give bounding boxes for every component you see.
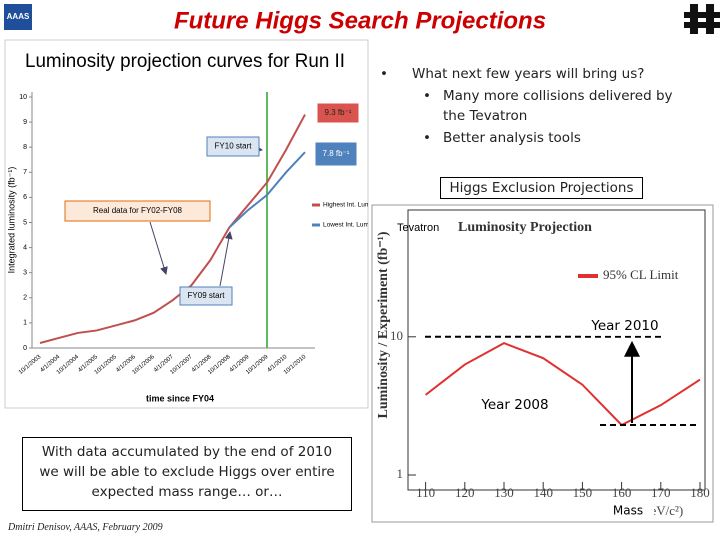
annotation-box [179, 286, 233, 306]
bullet-sub: Better analysis tools [443, 130, 581, 146]
y-axis-label: Integrated luminosity (fb⁻¹) [6, 167, 16, 274]
chart-2: Tevatron Luminosity Projection Luminosit… [376, 220, 710, 520]
fermilab-logo [684, 4, 720, 34]
chart-2-frame [371, 204, 714, 523]
legend-label: 95% CL Limit [603, 267, 679, 282]
y-axis-label: Luminosity / Experiment (fb⁻¹) [376, 231, 391, 418]
plot-frame [407, 209, 706, 491]
y-tick-label: 3 [23, 270, 27, 277]
arrow [149, 221, 168, 275]
series-line [228, 151, 306, 229]
y-tick-label: 6 [23, 194, 27, 201]
legend-label: Highest Int. Lum [323, 202, 370, 209]
arrow [219, 231, 233, 287]
y-tick-label: 10 [390, 328, 403, 343]
y-tick-label: 1 [397, 466, 404, 481]
aaas-logo [4, 4, 32, 30]
legend-label: Lowest Int. Lum [323, 222, 369, 229]
bullet-marker: • [380, 66, 388, 82]
tevatron-label: Tevatron [397, 222, 439, 234]
reference-label-bg [585, 315, 665, 336]
x-tick-label: 110 [416, 485, 435, 500]
footer: Dmitri Denisov, AAAS, February 2009 [8, 522, 163, 533]
x-tick-label: 140 [533, 485, 553, 500]
annotation: 7.8 fb⁻¹ [323, 149, 350, 158]
chart-1-frame [4, 39, 369, 409]
reference-label: Year 2008 [480, 397, 548, 413]
annotation-box [64, 200, 211, 222]
bullet-marker: • [423, 88, 431, 104]
x-tick-label: 160 [612, 485, 632, 500]
y-tick-label: 7 [23, 169, 27, 176]
annotation: FY10 start [215, 142, 253, 151]
y-tick-label: 2 [23, 295, 27, 302]
x-tick-label: 170 [651, 485, 671, 500]
annotation-box [206, 136, 260, 157]
x-tick-label: 180 [690, 485, 710, 500]
y-tick-label: 4 [23, 244, 27, 251]
annotation-box [317, 103, 359, 123]
chart-2-title: Luminosity Projection [458, 220, 592, 235]
conclusion-line: we will be able to exclude Higgs over en… [39, 464, 335, 480]
y-tick-label: 1 [23, 320, 27, 327]
bullet-main: What next few years will bring us? [412, 66, 645, 82]
bullet-marker: • [423, 130, 431, 146]
annotation: 9.3 fb⁻¹ [325, 108, 352, 117]
x-tick-label: 120 [455, 485, 475, 500]
reference-label: Year 2010 [590, 318, 658, 334]
aaas-logo-text: AAAS [7, 12, 30, 21]
conclusion-line: With data accumulated by the end of 2010 [41, 444, 333, 460]
series-line [424, 342, 701, 427]
y-tick-label: 9 [23, 119, 27, 126]
y-tick-label: 8 [23, 144, 27, 151]
annotation: FY09 start [188, 291, 226, 300]
mass-label-bg [608, 502, 654, 520]
x-axis-label: time since FY04 [146, 393, 214, 403]
x-tick-label: 130 [494, 485, 514, 500]
slide-title: Future Higgs Search Projections [174, 7, 546, 34]
y-tick-label: 5 [23, 219, 27, 226]
annotation-box [315, 142, 357, 166]
conclusion-line: expected mass range… or… [91, 484, 283, 500]
x-overlay-label: Mass [613, 504, 643, 518]
annotation: Real data for FY02-FY08 [93, 206, 182, 215]
right-heading: Higgs Exclusion Projections [440, 177, 643, 199]
bullet-sub: Many more collisions delivered by the Te… [443, 88, 673, 124]
chart-1-title: Luminosity projection curves for Run II [25, 51, 345, 72]
x-tick-label: 150 [573, 485, 593, 500]
conclusion-box: With data accumulated by the end of 2010… [22, 437, 352, 511]
y-tick-label: 10 [19, 94, 27, 101]
reference-label-bg [475, 395, 555, 416]
y-tick-label: 0 [23, 345, 27, 352]
series-line [39, 114, 306, 344]
